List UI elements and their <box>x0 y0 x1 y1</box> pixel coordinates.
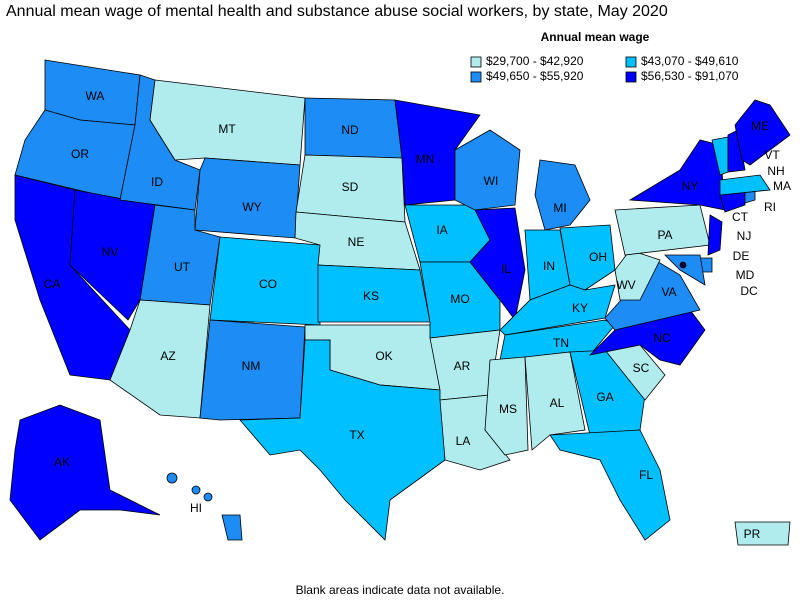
state-label: NJ <box>737 229 752 243</box>
state-label: NE <box>348 235 365 249</box>
legend-swatch <box>625 56 637 68</box>
state-label: NM <box>242 359 261 373</box>
legend-label: $29,700 - $42,920 <box>486 54 584 68</box>
state-label: WV <box>616 278 635 292</box>
state-label: WY <box>242 200 261 214</box>
state-shape <box>9 404 161 541</box>
state-shape <box>719 174 771 196</box>
state-label: VA <box>661 285 676 299</box>
state-label: WA <box>86 89 105 103</box>
map-title: Annual mean wage of mental health and su… <box>6 3 668 20</box>
footnote: Blank areas indicate data not available. <box>296 583 505 597</box>
state-label: AL <box>550 396 565 410</box>
state-label: TN <box>553 336 569 350</box>
state-label: MS <box>499 402 517 416</box>
legend-swatch <box>470 71 482 83</box>
state-shape <box>484 356 529 456</box>
state-label: UT <box>174 260 191 274</box>
state-label: IL <box>501 262 511 276</box>
state-label: DC <box>740 284 758 298</box>
state-label: TX <box>349 428 364 442</box>
state-label: NH <box>767 164 784 178</box>
state-shape <box>534 159 591 231</box>
state-label: KS <box>363 289 379 303</box>
state-shape <box>221 514 243 541</box>
state-label: GA <box>596 390 613 404</box>
state-label: AK <box>54 455 70 469</box>
state-label: MO <box>450 292 469 306</box>
state-shape <box>454 129 521 211</box>
state-shape <box>679 261 687 269</box>
state-label: MT <box>218 122 236 136</box>
state-label: OK <box>375 349 392 363</box>
state-shape <box>549 429 671 541</box>
state-shape <box>524 351 586 451</box>
state-label: OH <box>589 250 607 264</box>
state-label: MI <box>553 201 566 215</box>
state-label: ME <box>751 119 769 133</box>
state-shape <box>559 224 616 291</box>
state-label: AR <box>454 359 471 373</box>
island <box>166 472 178 484</box>
state-label: MN <box>416 152 435 166</box>
state-label: LA <box>456 434 471 448</box>
state-shape <box>628 139 726 211</box>
state-shape <box>499 319 616 361</box>
state-label: MD <box>736 268 755 282</box>
state-label: VT <box>764 148 780 162</box>
state-label: DE <box>733 249 750 263</box>
state-label: RI <box>764 200 776 214</box>
state-label: FL <box>639 468 653 482</box>
state-shape <box>734 521 791 546</box>
state-label: CO <box>259 277 277 291</box>
island <box>203 492 213 502</box>
legend-swatch <box>470 56 482 68</box>
state-label: SC <box>633 361 650 375</box>
state-label: HI <box>190 501 202 515</box>
state-label: CA <box>44 277 61 291</box>
state-label: IN <box>543 259 555 273</box>
island <box>191 485 201 495</box>
state-shape <box>707 214 723 256</box>
state-label: ID <box>151 175 163 189</box>
legend-swatch <box>625 71 637 83</box>
state-label: NV <box>102 245 119 259</box>
state-label: IA <box>436 223 447 237</box>
state-shape <box>664 254 706 286</box>
state-shape <box>109 299 211 419</box>
legend-title: Annual mean wage <box>541 30 650 44</box>
state-shape <box>734 99 791 166</box>
state-shape <box>194 157 301 239</box>
state-label: NC <box>653 331 671 345</box>
state-label: OR <box>71 147 89 161</box>
state-label: SD <box>342 180 359 194</box>
state-shape <box>727 129 746 173</box>
state-label: CT <box>732 210 749 224</box>
state-label: ND <box>341 123 359 137</box>
legend-label: $43,070 - $49,610 <box>641 54 739 68</box>
state-label: MA <box>773 179 791 193</box>
state-shape <box>239 339 446 541</box>
state-label: AZ <box>160 349 175 363</box>
state-label: WI <box>484 174 499 188</box>
state-label: PA <box>657 228 672 242</box>
state-label: PR <box>744 527 761 541</box>
legend-label: $49,650 - $55,920 <box>486 69 584 83</box>
legend-label: $56,530 - $91,070 <box>641 69 739 83</box>
state-label: NY <box>682 179 699 193</box>
state-shape <box>469 207 526 321</box>
state-label: KY <box>572 301 588 315</box>
